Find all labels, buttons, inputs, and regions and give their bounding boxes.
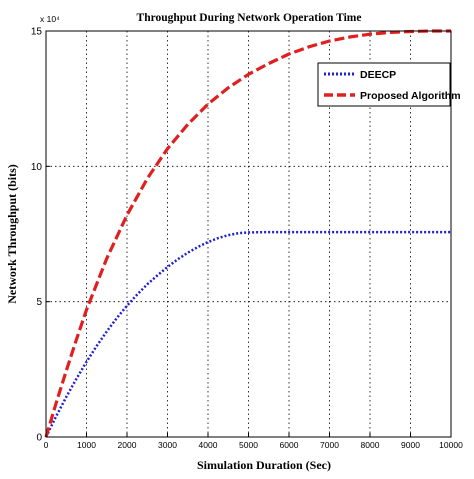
x-axis-ticks: 0 1000 2000 3000 4000 5000 6000 7000 8000 9000 100… xyxy=(44,433,463,450)
y-tick-label: 5 xyxy=(36,297,42,308)
x-tick-label: 6000 xyxy=(280,440,299,450)
chart-title: Throughput During Network Operation Time xyxy=(137,12,362,24)
legend-label-proposed: Proposed Algorithm xyxy=(360,90,461,102)
y-axis-label: Network Throughput (bits) xyxy=(5,164,19,304)
x-tick-label: 4000 xyxy=(199,440,218,450)
x-axis-label: Simulation Duration (Sec) xyxy=(197,458,331,472)
x-tick-label: 2000 xyxy=(118,440,137,450)
x-tick-label: 10000 xyxy=(439,440,463,450)
x-tick-label: 7000 xyxy=(320,440,339,450)
x-tick-label: 5000 xyxy=(239,440,258,450)
series-line-proposed-algorithm xyxy=(44,29,451,438)
y-tick-label: 0 xyxy=(36,433,42,444)
y-exponent-label: x 10⁴ xyxy=(40,14,60,24)
plot-area-border xyxy=(45,30,452,438)
y-tick-label: 15 xyxy=(31,27,43,38)
y-axis-ticks: 0 5 10 15 xyxy=(31,27,50,444)
legend-label-deecp: DEECP xyxy=(360,69,396,81)
x-tick-label: 0 xyxy=(44,440,49,450)
y-tick-label: 10 xyxy=(31,162,43,173)
legend: DEECP Proposed Algorithm xyxy=(317,62,461,107)
legend-box xyxy=(317,62,451,107)
x-tick-label: 9000 xyxy=(401,440,420,450)
x-tick-label: 8000 xyxy=(361,440,380,450)
x-tick-label: 3000 xyxy=(158,440,177,450)
x-tick-label: 1000 xyxy=(77,440,96,450)
series-lines xyxy=(44,29,451,438)
